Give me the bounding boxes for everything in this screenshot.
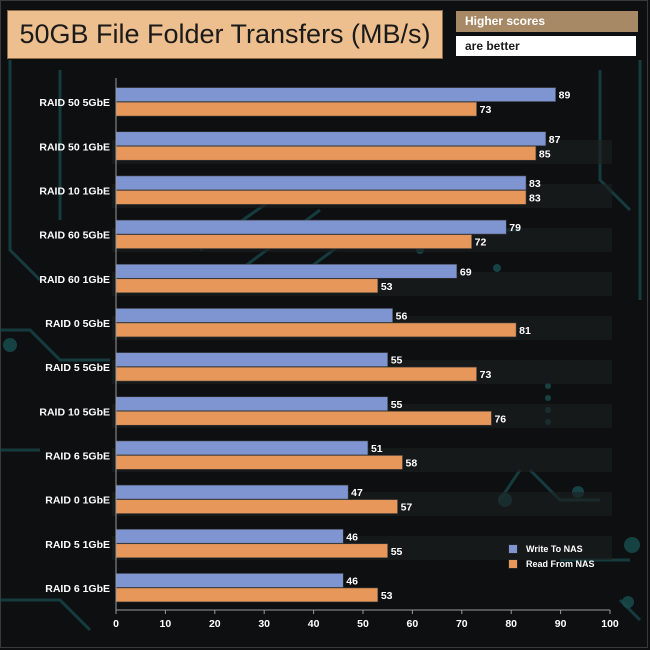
data-label: 55 xyxy=(391,355,403,367)
x-tick-label: 40 xyxy=(308,618,320,630)
bar xyxy=(115,175,527,191)
legend: Write To NAS Read From NAS xyxy=(508,541,595,571)
x-tick-label: 20 xyxy=(209,618,221,630)
category-label: RAID 0 5GbE xyxy=(45,318,110,330)
chart-title: 50GB File Folder Transfers (MB/s) xyxy=(7,10,443,59)
bar xyxy=(115,587,379,603)
data-label: 58 xyxy=(406,457,418,469)
bar xyxy=(115,322,517,338)
bar xyxy=(115,499,398,514)
category-label: RAID 5 1GbE xyxy=(45,539,110,551)
category-label: RAID 60 5GbE xyxy=(39,230,110,242)
bar xyxy=(115,263,458,279)
circuit-node xyxy=(3,338,17,352)
data-label: 46 xyxy=(346,575,358,587)
category-label: RAID 10 5GbE xyxy=(39,406,110,418)
x-tick-label: 90 xyxy=(555,618,567,630)
legend-label-read: Read From NAS xyxy=(526,558,595,569)
circuit-trace xyxy=(8,60,42,282)
bar xyxy=(115,190,527,205)
bar xyxy=(115,352,389,367)
data-label: 81 xyxy=(519,325,531,337)
data-label: 87 xyxy=(549,134,561,146)
data-label: 76 xyxy=(494,413,506,425)
x-tick-label: 0 xyxy=(113,618,119,630)
circuit-node xyxy=(545,383,551,389)
data-label: 56 xyxy=(396,310,408,322)
bar xyxy=(115,131,547,147)
category-label: RAID 50 5GbE xyxy=(39,97,110,109)
legend-item-write: Write To NAS xyxy=(508,541,595,556)
data-label: 83 xyxy=(529,192,541,204)
bar xyxy=(115,101,477,117)
data-label: 89 xyxy=(559,90,571,102)
category-label: RAID 0 1GbE xyxy=(45,495,110,507)
bar xyxy=(115,278,379,294)
bar xyxy=(115,366,477,382)
bar xyxy=(115,308,393,323)
data-label: 57 xyxy=(401,502,413,514)
legend-swatch-read xyxy=(508,558,518,569)
legend-item-read: Read From NAS xyxy=(508,556,595,571)
bar xyxy=(115,455,403,470)
data-label: 51 xyxy=(371,443,383,455)
x-tick-label: 30 xyxy=(258,618,270,630)
note-higher-scores: Higher scores xyxy=(456,11,638,32)
data-label: 53 xyxy=(381,590,393,602)
category-label: RAID 10 1GbE xyxy=(39,185,110,197)
bar xyxy=(115,528,344,544)
data-label: 73 xyxy=(480,104,492,116)
category-label: RAID 60 1GbE xyxy=(39,274,110,286)
category-label: RAID 6 1GbE xyxy=(45,583,110,595)
legend-label-write: Write To NAS xyxy=(526,543,583,554)
bar xyxy=(115,440,369,456)
category-label: RAID 6 5GbE xyxy=(45,450,110,462)
bar xyxy=(115,396,389,412)
circuit-node xyxy=(493,264,501,272)
circuit-trace xyxy=(0,328,110,362)
bar xyxy=(115,145,537,161)
data-label: 73 xyxy=(480,369,492,381)
circuit-node xyxy=(622,596,634,608)
bar xyxy=(115,87,556,102)
data-label: 85 xyxy=(539,148,551,160)
circuit-trace xyxy=(598,70,632,212)
data-label: 46 xyxy=(346,531,358,543)
x-tick-label: 50 xyxy=(357,618,369,630)
x-tick-label: 70 xyxy=(456,618,468,630)
bar xyxy=(115,410,492,426)
category-label: RAID 5 5GbE xyxy=(45,362,110,374)
x-tick-label: 80 xyxy=(505,618,517,630)
data-label: 55 xyxy=(391,399,403,411)
legend-swatch-write xyxy=(508,543,518,554)
data-label: 72 xyxy=(475,237,487,249)
bar xyxy=(115,573,344,588)
bar xyxy=(115,543,389,559)
data-label: 79 xyxy=(509,222,521,234)
data-label: 55 xyxy=(391,546,403,558)
data-label: 69 xyxy=(460,266,472,278)
circuit-trace xyxy=(0,598,92,632)
circuit-node xyxy=(545,395,551,401)
category-label: RAID 50 1GbE xyxy=(39,141,110,153)
circuit-node xyxy=(624,537,640,553)
data-label: 47 xyxy=(351,487,363,499)
x-tick-label: 60 xyxy=(407,618,419,630)
data-label: 83 xyxy=(529,178,541,190)
x-tick-label: 10 xyxy=(160,618,172,630)
x-tick-label: 100 xyxy=(601,618,619,630)
bar xyxy=(115,219,507,235)
data-label: 53 xyxy=(381,281,393,293)
bar xyxy=(115,484,349,500)
note-are-better: are better xyxy=(456,36,636,56)
bar xyxy=(115,234,472,249)
